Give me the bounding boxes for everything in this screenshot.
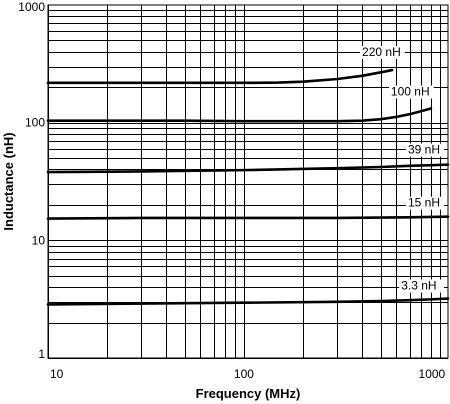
plot-frame — [47, 4, 449, 359]
series-line-15-nh — [46, 215, 450, 220]
series-lines — [46, 68, 450, 306]
tick-labels: 10 100 1000 1 10 100 1000 — [18, 0, 445, 381]
series-line-220-nh — [46, 68, 394, 85]
series-label: 15 nH — [408, 196, 440, 210]
x-tick-label: 1000 — [419, 367, 446, 381]
series-label-background — [360, 46, 405, 60]
y-tick-label: 10 — [32, 233, 46, 247]
grid — [48, 5, 448, 359]
series-line-3-3-nh — [46, 297, 450, 306]
series-line-39-nh — [46, 163, 450, 174]
y-tick-label: 1 — [38, 347, 45, 361]
y-tick-label: 100 — [25, 116, 45, 130]
series-label: 220 nH — [362, 45, 401, 59]
y-tick-label: 1000 — [18, 0, 45, 14]
series-labels: 220 nH 100 nH 39 nH 15 nH 3.3 nH — [360, 45, 444, 293]
x-tick-label: 100 — [234, 367, 254, 381]
x-axis-title: Frequency (MHz) — [196, 386, 301, 401]
series-label-background — [399, 279, 444, 293]
x-tick-label: 10 — [50, 367, 64, 381]
series-label: 39 nH — [408, 143, 440, 157]
series-label-background — [406, 196, 444, 210]
series-label: 100 nH — [391, 84, 430, 98]
series-label: 3.3 nH — [401, 279, 436, 293]
series-line-100-nh — [46, 107, 433, 123]
y-axis-title: Inductance (nH) — [1, 132, 16, 230]
series-label-background — [388, 85, 434, 99]
series-label-background — [406, 143, 444, 157]
